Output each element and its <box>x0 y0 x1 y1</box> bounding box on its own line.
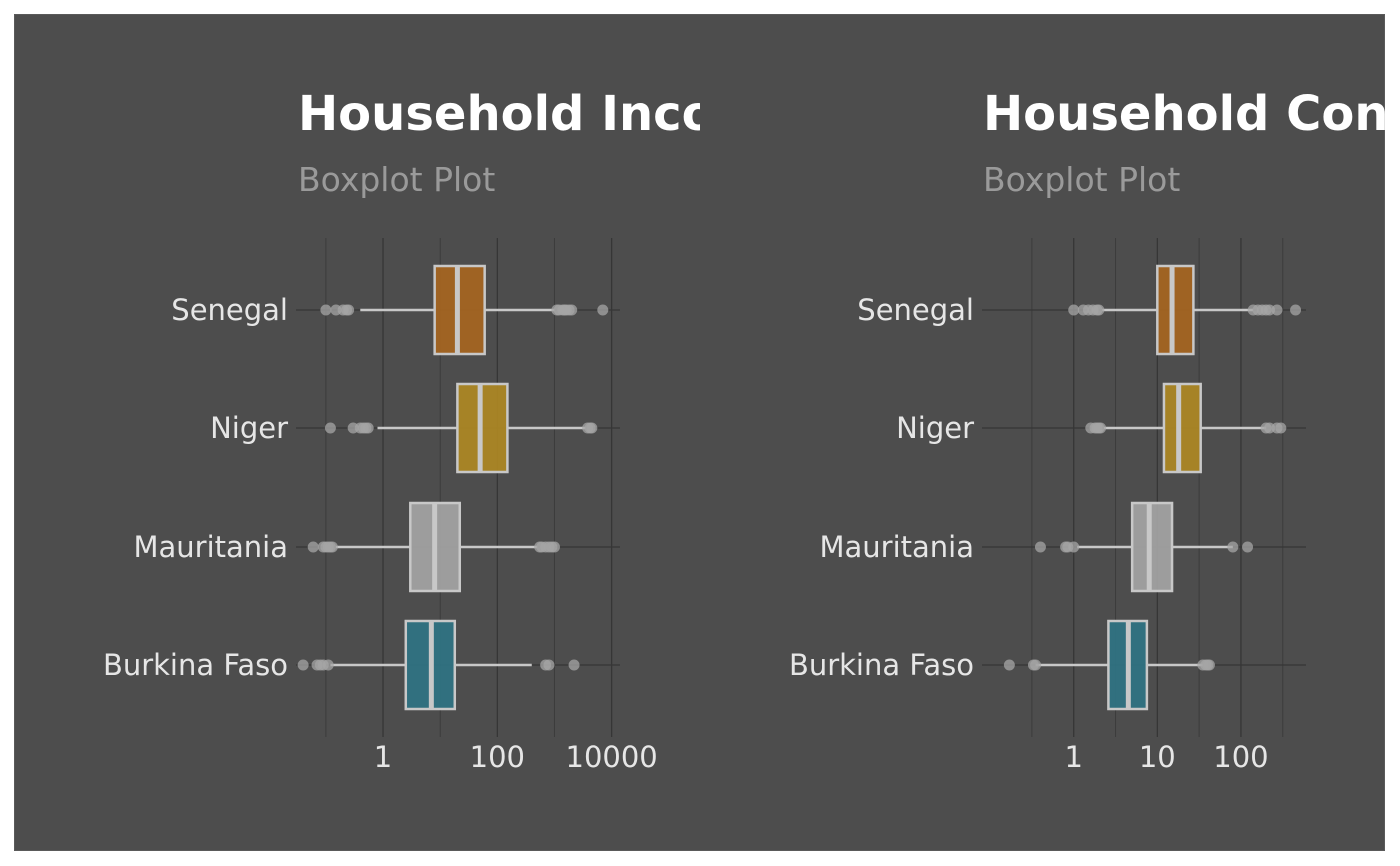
outlier-point <box>1203 659 1215 671</box>
outlier-point <box>307 541 319 553</box>
outlier-point <box>1030 659 1042 671</box>
outlier-point <box>1034 541 1046 553</box>
outlier-point <box>1095 422 1107 434</box>
outlier-point <box>586 422 598 434</box>
x-tick-label: 10 <box>1139 740 1176 774</box>
outlier-point <box>543 659 555 671</box>
x-tick-label: 10000 <box>566 740 658 774</box>
outlier-point <box>343 304 355 316</box>
consumption-chart-subtitle: Boxplot Plot <box>983 160 1180 199</box>
box-niger: Niger <box>210 382 598 474</box>
category-label: Mauritania <box>819 530 974 564</box>
consumption-chart-title: Household Con <box>983 86 1389 142</box>
category-label: Senegal <box>857 293 974 327</box>
income-chart-subtitle: Boxplot Plot <box>298 160 495 199</box>
outlier-point <box>1068 541 1080 553</box>
outlier-point <box>566 304 578 316</box>
outlier-point <box>1227 541 1239 553</box>
category-label: Niger <box>896 411 974 445</box>
outlier-point <box>568 659 580 671</box>
category-label: Niger <box>210 411 288 445</box>
income-chart-title: Household Inco <box>298 86 715 142</box>
box-senegal: Senegal <box>857 264 1302 356</box>
outlier-point <box>1093 304 1105 316</box>
outlier-point <box>1271 304 1283 316</box>
outlier-point <box>324 422 336 434</box>
box-mauritania: Mauritania <box>819 501 1254 593</box>
outlier-point <box>297 659 309 671</box>
outlier-point <box>1068 304 1080 316</box>
consumption-panel: Household Con Boxplot Plot 1 10 100 Senegal… <box>789 86 1389 774</box>
outlier-point <box>597 304 609 316</box>
box-senegal: Senegal <box>171 264 609 356</box>
x-tick-label: 1 <box>374 740 392 774</box>
iqr-box <box>1162 382 1202 474</box>
outlier-point <box>362 422 374 434</box>
box-mauritania: Mauritania <box>133 501 560 593</box>
category-label: Burkina Faso <box>103 648 288 682</box>
category-label: Senegal <box>171 293 288 327</box>
category-label: Mauritania <box>133 530 288 564</box>
box-niger: Niger <box>896 382 1287 474</box>
plot-background <box>14 14 1385 851</box>
box-burkina-faso: Burkina Faso <box>103 619 580 711</box>
x-tick-label: 100 <box>470 740 525 774</box>
outlier-point <box>548 541 560 553</box>
outlier-point <box>326 541 338 553</box>
income-panel: Household Inco Boxplot Plot 1 100 10000 Sen… <box>103 86 715 774</box>
outlier-point <box>1290 304 1302 316</box>
outlier-point <box>1003 659 1015 671</box>
outlier-point <box>322 659 334 671</box>
outlier-point <box>320 304 332 316</box>
x-tick-label: 1 <box>1064 740 1082 774</box>
outlier-point <box>1242 541 1254 553</box>
outlier-point <box>1275 422 1287 434</box>
iqr-box <box>1156 264 1195 356</box>
category-label: Burkina Faso <box>789 648 974 682</box>
iqr-box <box>1130 501 1174 593</box>
box-burkina-faso: Burkina Faso <box>789 619 1215 711</box>
x-tick-label: 100 <box>1213 740 1268 774</box>
